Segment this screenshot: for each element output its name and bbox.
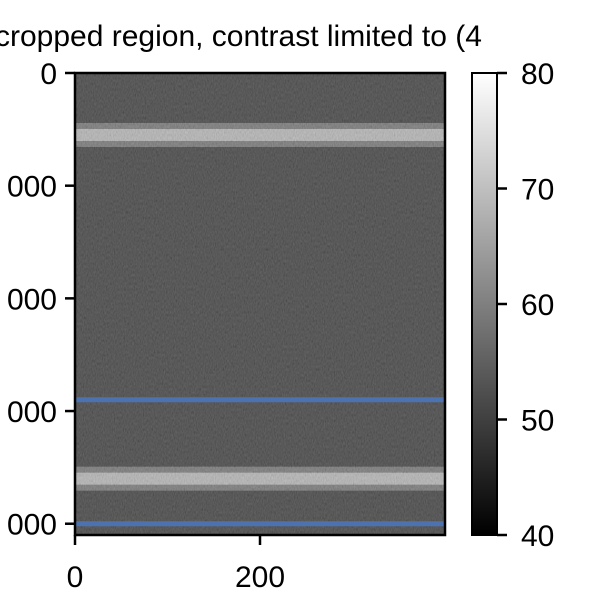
colorbar-axis: 40 50 60 70 80 (497, 58, 554, 553)
y-tick-label: 000 (7, 283, 57, 316)
x-tick-label: 200 (235, 561, 285, 594)
y-tick-label: 000 (7, 171, 57, 204)
colorbar-tick-label: 80 (521, 58, 554, 91)
colorbar-tick-label: 70 (521, 174, 554, 207)
x-axis: 0 200 (67, 535, 285, 594)
colorbar-tick-label: 50 (521, 405, 554, 438)
y-tick-label: 000 (7, 396, 57, 429)
y-tick-label: 000 (7, 509, 57, 542)
colorbar (471, 72, 498, 536)
heatmap-image (75, 73, 445, 535)
chart-title: cropped region, contrast limited to (4 (0, 20, 482, 53)
x-tick-label: 0 (67, 561, 84, 594)
colorbar-tick-label: 60 (521, 289, 554, 322)
y-tick-label: 0 (40, 58, 57, 91)
marker-lines (75, 397, 445, 527)
colorbar-tick-label: 40 (521, 520, 554, 553)
